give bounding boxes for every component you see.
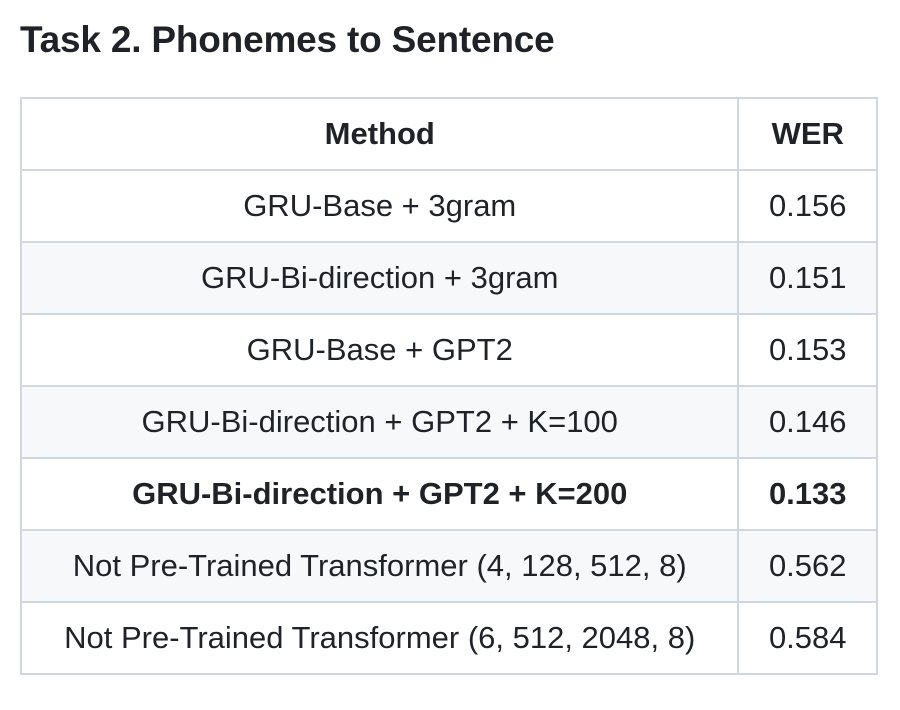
table-row-best: GRU-Bi-direction + GPT2 + K=200 0.133 xyxy=(19,457,878,531)
table-row: GRU-Base + 3gram 0.156 xyxy=(19,169,878,243)
cell-method: Not Pre-Trained Transformer (4, 128, 512… xyxy=(19,529,740,603)
results-table: Method WER GRU-Base + 3gram 0.156 GRU-Bi… xyxy=(19,97,878,675)
cell-wer: 0.146 xyxy=(737,385,878,459)
table-body: GRU-Base + 3gram 0.156 GRU-Bi-direction … xyxy=(19,169,878,675)
page-heading: Task 2. Phonemes to Sentence xyxy=(20,19,555,60)
table-row: Not Pre-Trained Transformer (4, 128, 512… xyxy=(19,529,878,603)
header-wer: WER xyxy=(737,97,878,171)
cell-method: Not Pre-Trained Transformer (6, 512, 204… xyxy=(19,601,740,675)
table-row: Not Pre-Trained Transformer (6, 512, 204… xyxy=(19,601,878,675)
header-method: Method xyxy=(19,97,740,171)
header-row: Method WER xyxy=(19,97,878,171)
table-row: GRU-Bi-direction + 3gram 0.151 xyxy=(19,241,878,315)
table-header: Method WER xyxy=(19,97,878,171)
cell-wer: 0.584 xyxy=(737,601,878,675)
cell-method: GRU-Base + GPT2 xyxy=(19,313,740,387)
cell-wer: 0.133 xyxy=(737,457,878,531)
cell-wer: 0.156 xyxy=(737,169,878,243)
cell-wer: 0.153 xyxy=(737,313,878,387)
cell-method: GRU-Bi-direction + GPT2 + K=100 xyxy=(19,385,740,459)
table-row: GRU-Base + GPT2 0.153 xyxy=(19,313,878,387)
cell-wer: 0.562 xyxy=(737,529,878,603)
cell-method: GRU-Bi-direction + GPT2 + K=200 xyxy=(19,457,740,531)
cell-method: GRU-Bi-direction + 3gram xyxy=(19,241,740,315)
cell-method: GRU-Base + 3gram xyxy=(19,169,740,243)
table-row: GRU-Bi-direction + GPT2 + K=100 0.146 xyxy=(19,385,878,459)
cell-wer: 0.151 xyxy=(737,241,878,315)
